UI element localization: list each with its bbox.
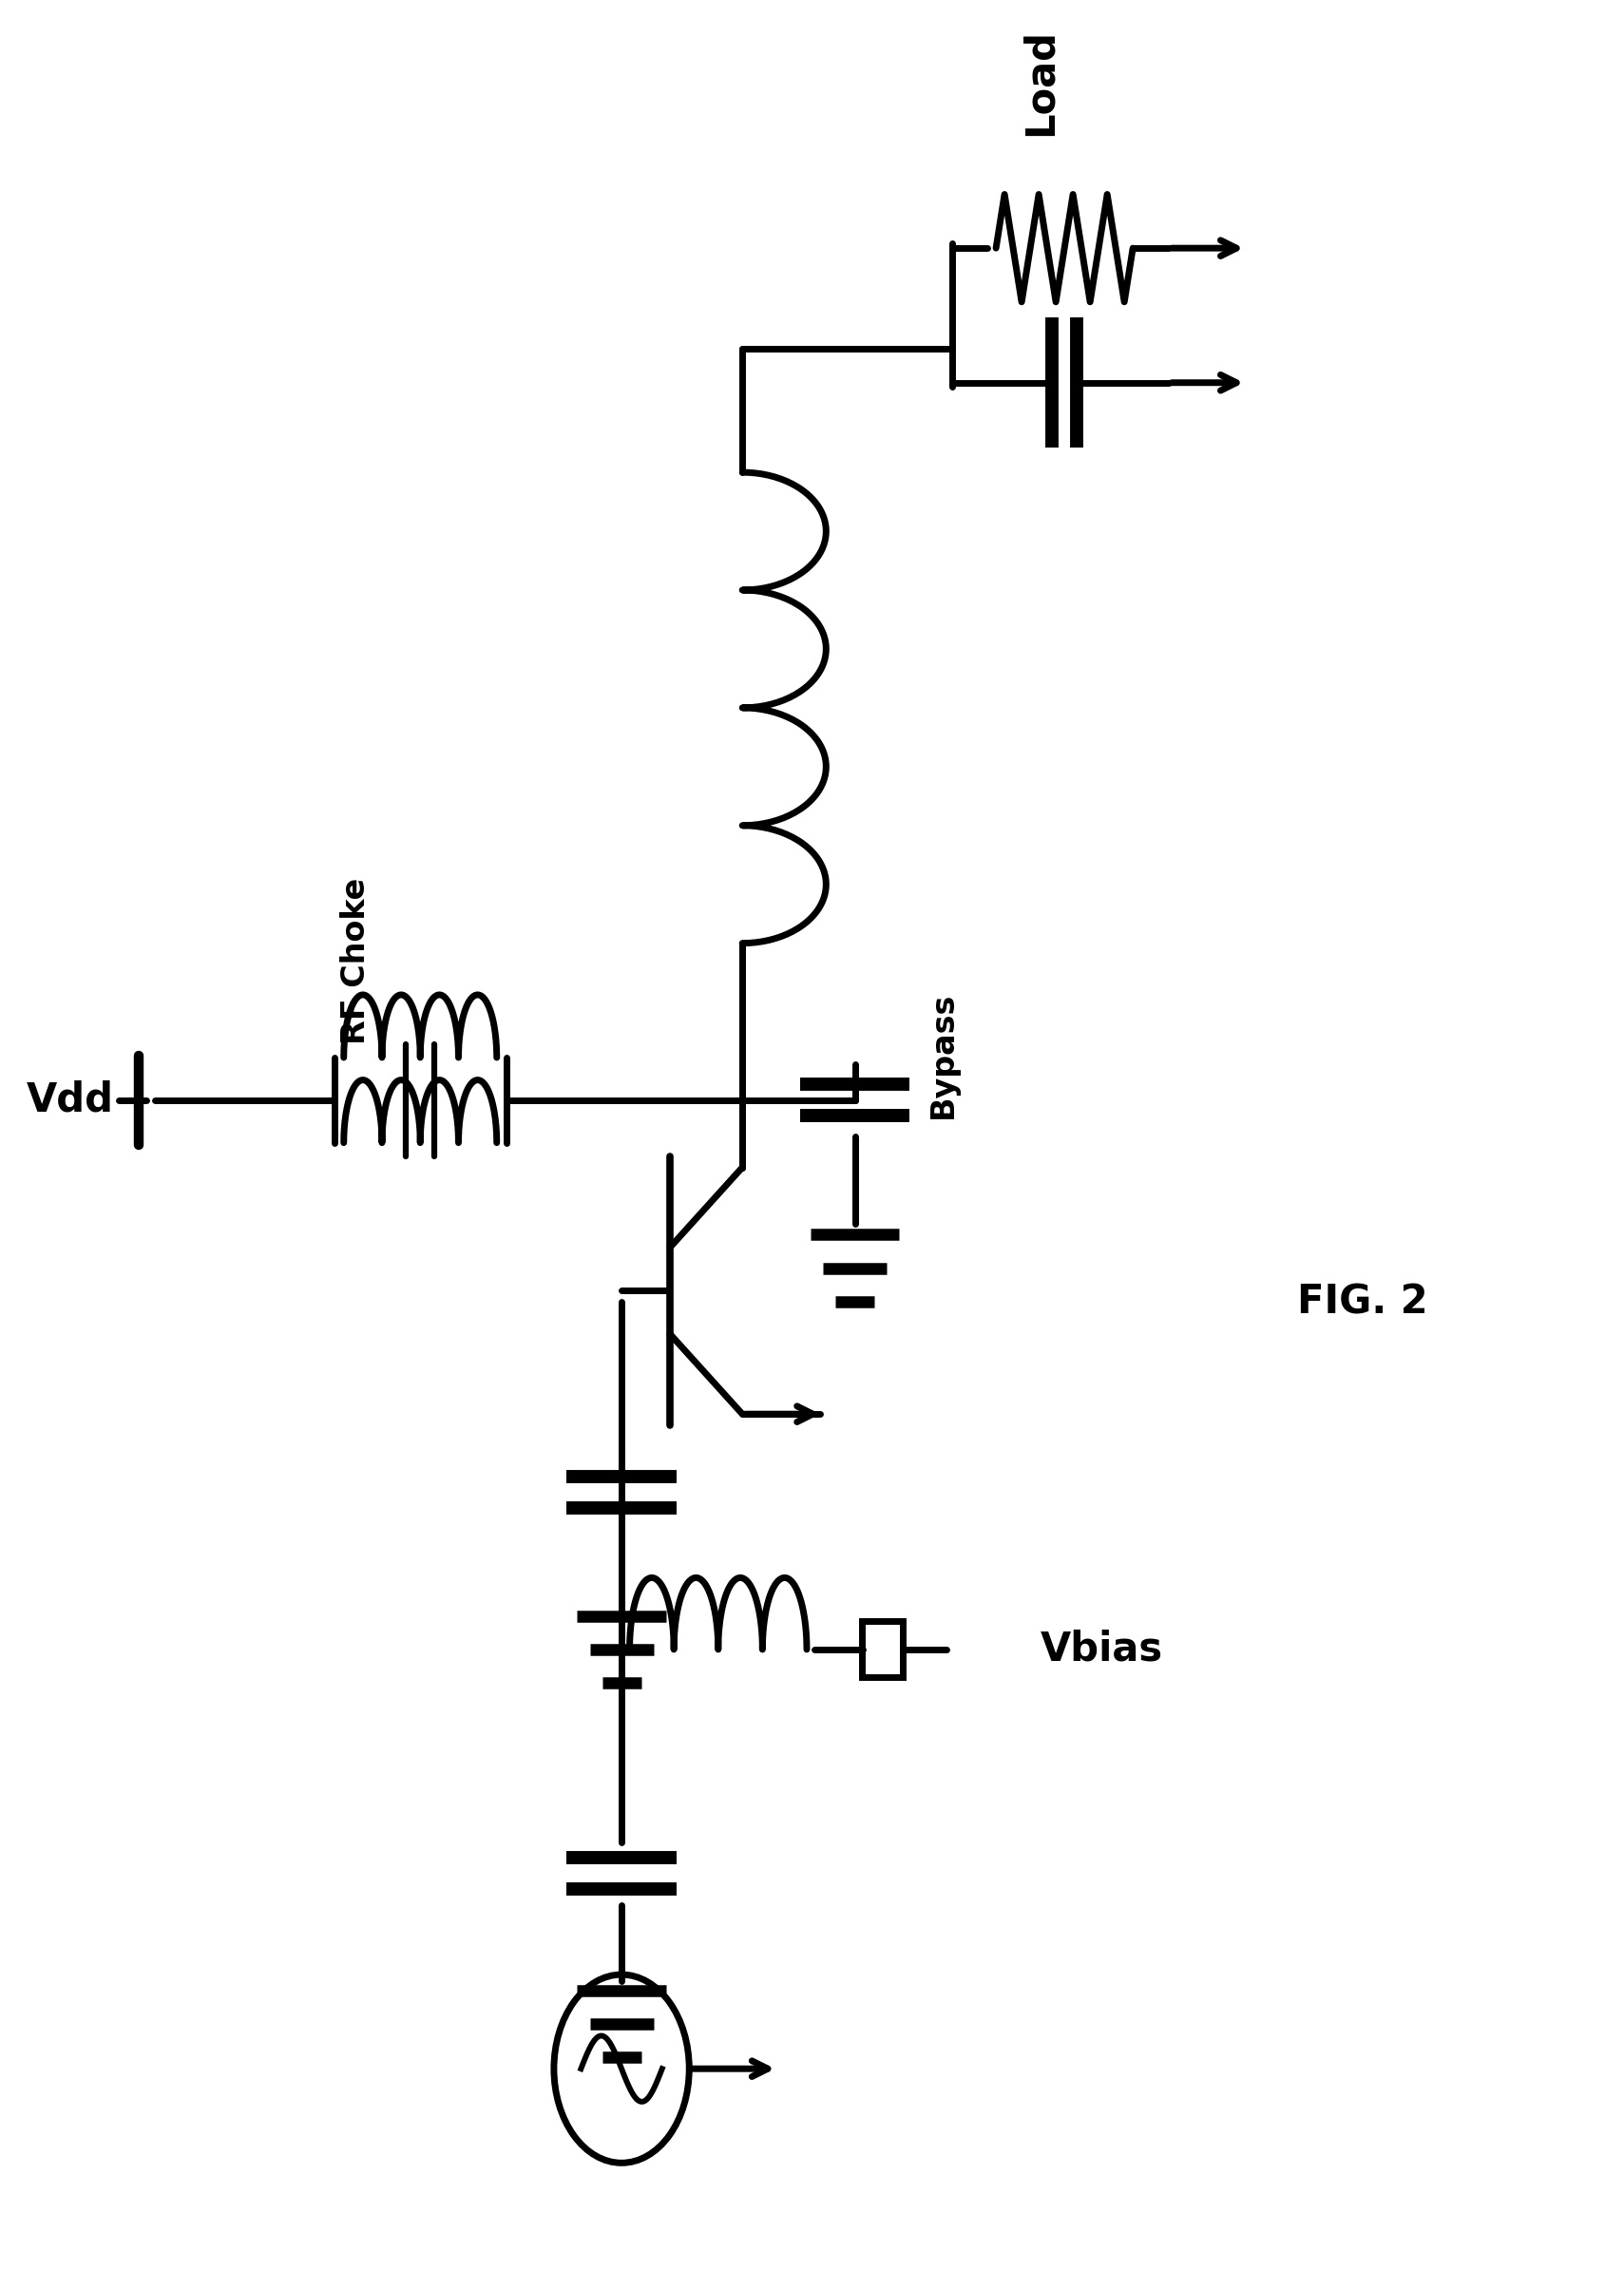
Text: Vbias: Vbias (1041, 1630, 1163, 1668)
Text: FIG. 2: FIG. 2 (1298, 1283, 1427, 1321)
Text: RF Choke: RF Choke (339, 878, 372, 1044)
Text: Load: Load (1020, 30, 1060, 136)
Text: Bypass: Bypass (927, 992, 958, 1119)
Bar (862, 1621, 903, 1678)
Text: Vdd: Vdd (28, 1081, 114, 1119)
